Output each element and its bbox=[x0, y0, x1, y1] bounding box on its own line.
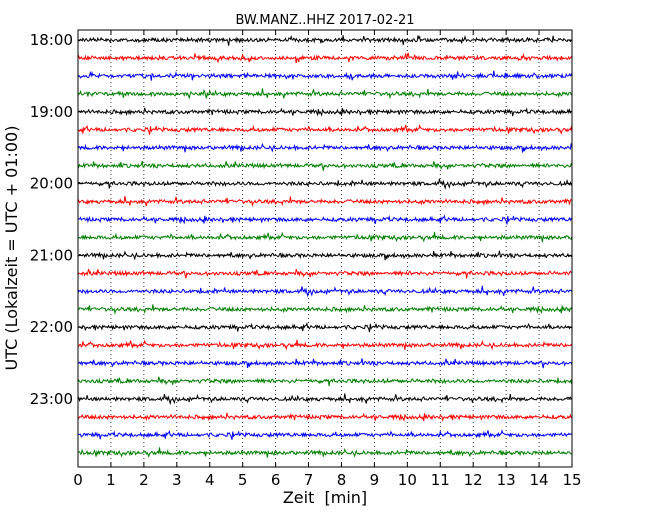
trace-row-2215 bbox=[77, 339, 573, 351]
y-tick-label-2300: 23:00 bbox=[30, 390, 73, 408]
trace-row-2045 bbox=[77, 231, 573, 243]
trace-row-2245 bbox=[77, 376, 573, 387]
trace-row-2315 bbox=[77, 412, 573, 422]
y-tick-label-1900: 19:00 bbox=[30, 103, 73, 121]
trace-row-1815 bbox=[77, 52, 573, 64]
trace-row-2330 bbox=[77, 429, 573, 440]
trace-row-2100 bbox=[78, 250, 573, 261]
x-tick-label-9: 9 bbox=[370, 471, 380, 489]
x-tick-label-12: 12 bbox=[464, 471, 483, 489]
y-axis-ticks: 18:00 19:00 20:00 21:00 22:00 23:00 bbox=[30, 31, 572, 408]
y-tick-label-1800: 18:00 bbox=[30, 31, 73, 49]
x-tick-label-13: 13 bbox=[497, 471, 516, 489]
trace-row-1800 bbox=[77, 34, 573, 46]
trace-row-1830 bbox=[77, 70, 573, 81]
trace-row-1900 bbox=[77, 107, 573, 117]
x-axis-ticks: 0 1 2 3 4 5 6 7 8 9 10 11 12 13 14 15 bbox=[73, 30, 582, 489]
y-tick-label-2100: 21:00 bbox=[30, 246, 73, 264]
trace-row-1930 bbox=[77, 142, 573, 153]
trace-row-1845 bbox=[77, 88, 573, 100]
trace-row-2200 bbox=[77, 322, 573, 333]
x-tick-label-2: 2 bbox=[139, 471, 149, 489]
trace-row-2345 bbox=[77, 447, 573, 458]
y-axis-label: UTC (Lokalzeit = UTC + 01:00) bbox=[2, 126, 21, 371]
x-tick-label-1: 1 bbox=[106, 471, 116, 489]
x-axis-label: Zeit [min] bbox=[283, 488, 367, 507]
y-tick-label-2000: 20:00 bbox=[30, 175, 73, 193]
trace-row-2015 bbox=[77, 196, 573, 208]
trace-row-2300 bbox=[77, 393, 573, 406]
trace-row-2115 bbox=[77, 268, 573, 279]
trace-row-2000 bbox=[77, 178, 573, 190]
trace-row-2030 bbox=[77, 214, 572, 225]
trace-row-2230 bbox=[77, 358, 573, 369]
trace-row-2145 bbox=[77, 304, 573, 315]
x-tick-label-10: 10 bbox=[398, 471, 417, 489]
vertical-gridlines bbox=[110, 30, 540, 467]
y-tick-label-2200: 22:00 bbox=[30, 318, 73, 336]
trace-row-2130 bbox=[77, 285, 573, 298]
x-tick-label-0: 0 bbox=[73, 471, 83, 489]
trace-row-1945 bbox=[77, 160, 573, 171]
x-tick-label-3: 3 bbox=[172, 471, 182, 489]
x-tick-label-4: 4 bbox=[205, 471, 215, 489]
x-tick-label-8: 8 bbox=[337, 471, 347, 489]
chart-title: BW.MANZ..HHZ 2017-02-21 bbox=[235, 13, 414, 28]
trace-rows bbox=[77, 34, 573, 458]
x-tick-label-11: 11 bbox=[431, 471, 450, 489]
x-tick-label-15: 15 bbox=[562, 471, 581, 489]
x-tick-label-7: 7 bbox=[304, 471, 314, 489]
x-tick-label-6: 6 bbox=[271, 471, 281, 489]
x-tick-label-5: 5 bbox=[238, 471, 248, 489]
x-tick-label-14: 14 bbox=[530, 471, 549, 489]
plot-frame bbox=[77, 29, 573, 468]
trace-row-1915 bbox=[78, 123, 573, 135]
